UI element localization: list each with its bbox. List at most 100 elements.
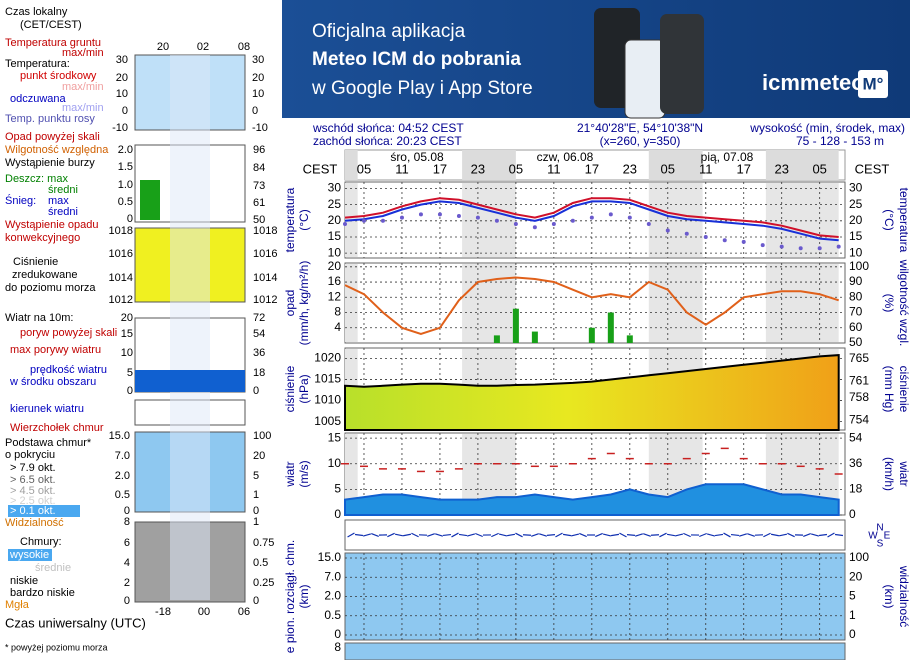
y2-tick-label: 20 (849, 569, 863, 583)
y-tick-label: 4 (334, 320, 341, 334)
time-unit: CEST (855, 161, 890, 176)
wind-arrow (491, 532, 499, 538)
night-band (345, 264, 358, 342)
mini-scale-label: 06 (238, 606, 250, 618)
wind-arrow (555, 532, 563, 538)
bottom-tick: 8 (334, 640, 341, 654)
legend-label: kierunek wiatru (10, 403, 84, 415)
compass-letter: W (868, 531, 878, 542)
y2-tick-label: 761 (849, 373, 869, 387)
y-tick-label: 0 (334, 507, 341, 521)
mini-bar (140, 180, 160, 220)
hour-label: 11 (699, 161, 713, 176)
sunrise: wschód słońca: 04:52 CEST (312, 121, 464, 135)
mini-scale-label: 6 (124, 537, 130, 549)
y-tick-label: 15 (328, 430, 342, 444)
y2-tick-label: 758 (849, 390, 869, 404)
legend-label: Temperatura: (5, 58, 70, 70)
legend-label: Chmury: (20, 536, 62, 548)
y-tick-label: 15.0 (318, 550, 342, 564)
mini-scale-label: 1016 (253, 248, 277, 260)
label-bg (8, 505, 80, 517)
y-tick-label: 2.0 (324, 589, 341, 603)
wind-arrow (650, 534, 660, 536)
day-label: czw, 06.08 (537, 150, 594, 164)
legend-label: Wierzchołek chmur (10, 422, 104, 434)
y-tick-label: 10 (328, 245, 342, 259)
wind-arrow (626, 534, 636, 536)
y2-axis-unit: (°C) (882, 209, 896, 230)
y2-tick-label: 5 (849, 589, 856, 603)
y2-tick-label: 18 (849, 482, 863, 496)
dot (513, 222, 518, 227)
night-band (765, 183, 839, 257)
y2-tick-label: 0 (849, 507, 856, 521)
wind-arrow (610, 533, 620, 537)
series-line (344, 276, 840, 335)
wind-arrow (730, 533, 740, 537)
hour-label: 05 (812, 161, 826, 176)
y-tick-label: 0.5 (324, 608, 341, 622)
legend-label: konwekcyjnego (5, 232, 80, 244)
wind-arrow (411, 532, 419, 538)
hour-label: 17 (585, 161, 599, 176)
mini-scale-label: 1014 (109, 272, 133, 284)
dot (418, 212, 423, 217)
wind-arrow (714, 533, 724, 537)
dot (475, 215, 480, 220)
wind-arrow (579, 532, 587, 538)
legend-label: średnie (35, 562, 71, 574)
banner-line: Meteo ICM do pobrania (312, 49, 521, 70)
legend-label: o pokryciu (5, 449, 55, 461)
hour-label: 23 (471, 161, 485, 176)
legend-label: max/min (62, 47, 104, 59)
y-tick-label: 8 (334, 305, 341, 319)
y2-tick-label: 100 (849, 259, 869, 273)
y2-tick-label: 54 (849, 430, 863, 444)
dot (361, 218, 366, 223)
dot (722, 238, 727, 243)
legend-label: w środku obszaru (9, 376, 96, 388)
dot (798, 246, 803, 251)
hour-label: 05 (509, 161, 523, 176)
y2-tick-label: 20 (849, 213, 863, 227)
mini-scale-label: 0 (124, 595, 130, 607)
bar (626, 335, 633, 343)
wind-arrow (546, 534, 556, 536)
legend-label: wysokie (9, 549, 49, 561)
y2-tick-label: 15 (849, 229, 863, 243)
mini-scale-label: 2 (124, 577, 130, 589)
dot (532, 225, 537, 230)
y2-tick-label: 0 (849, 627, 856, 641)
bar (588, 327, 595, 343)
mini-scale-label: 54 (253, 328, 265, 340)
wind-arrow (402, 533, 412, 537)
night-band (648, 264, 703, 342)
y2-axis-label: temperatura (897, 188, 910, 253)
mini-scale-label: 1 (253, 489, 259, 501)
mini-scale-label: 30 (116, 54, 128, 66)
mini-scale-label: 1012 (253, 294, 277, 306)
wind-arrow (787, 532, 795, 538)
mini-scale-label: 50 (253, 214, 265, 226)
night-band (648, 150, 703, 180)
wind-arrow (770, 533, 780, 537)
mini-scale-label: 02 (197, 41, 209, 53)
dot (456, 213, 461, 218)
wind-arrow (362, 533, 372, 537)
day-label: pią, 07.08 (701, 150, 754, 164)
y-tick-label: 5 (334, 482, 341, 496)
mini-scale-label: 1 (253, 516, 259, 528)
y-tick-label: 1005 (314, 414, 341, 428)
mini-scale-label: 18 (253, 367, 265, 379)
wind-arrow (434, 533, 444, 537)
dot (608, 212, 613, 217)
mini-scale-label: 0.75 (253, 537, 274, 549)
y2-tick-label: 100 (849, 550, 869, 564)
hour-label: 23 (623, 161, 637, 176)
night-band (765, 264, 839, 342)
mini-scale-label: 1.0 (118, 179, 133, 191)
mini-scale-label: 0.5 (115, 489, 130, 501)
y-tick-label: 20 (328, 259, 342, 273)
